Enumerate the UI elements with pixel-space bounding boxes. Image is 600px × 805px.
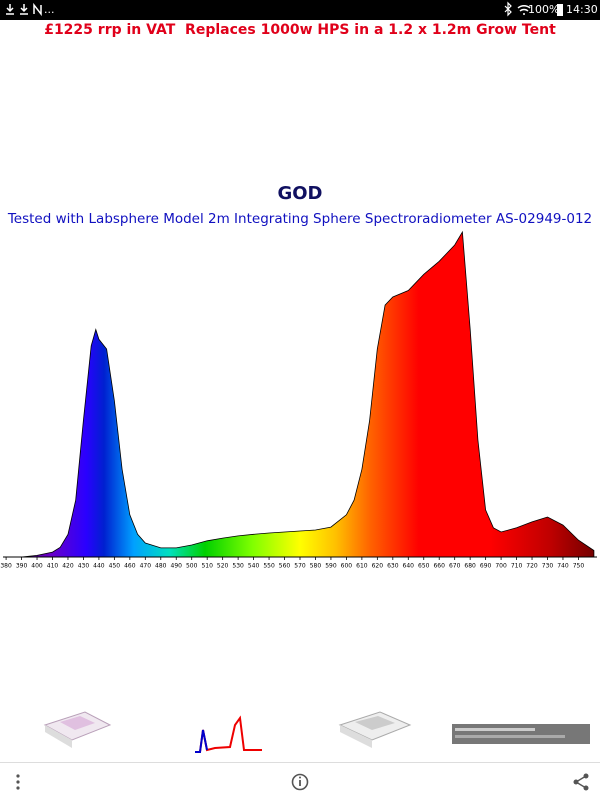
spectrum-chart: GOD Tested with Labsphere Model 2m Integ…: [0, 183, 597, 570]
battery-icon: [557, 4, 563, 16]
status-time: 14:30: [566, 3, 598, 16]
x-tick-label: 600: [341, 563, 353, 570]
x-tick-label: 750: [573, 563, 585, 570]
spectrum-area: [6, 230, 595, 558]
x-tick-label: 640: [403, 563, 415, 570]
info-button[interactable]: [291, 773, 309, 791]
x-tick-label: 460: [124, 563, 136, 570]
x-tick-label: 680: [464, 563, 476, 570]
x-tick-label: 590: [325, 563, 337, 570]
x-tick-label: 650: [418, 563, 430, 570]
x-tick-label: 560: [279, 563, 291, 570]
chart-subtitle: Tested with Labsphere Model 2m Integrati…: [7, 211, 592, 227]
x-tick-label: 420: [62, 563, 74, 570]
x-tick-label: 710: [511, 563, 523, 570]
share-button[interactable]: [573, 773, 589, 791]
thumbnail[interactable]: [43, 711, 112, 748]
x-tick-label: 740: [557, 563, 569, 570]
x-tick-label: 670: [449, 563, 461, 570]
x-tick-label: 530: [232, 563, 244, 570]
status-bar: ... 100% 14:30: [0, 0, 600, 20]
x-tick-label: 520: [217, 563, 229, 570]
thumbnail[interactable]: [192, 712, 264, 754]
x-tick-label: 490: [171, 563, 183, 570]
menu-button[interactable]: [16, 774, 20, 790]
x-tick-label: 380: [0, 563, 12, 570]
x-tick-label: 440: [93, 563, 105, 570]
status-more: ...: [44, 3, 55, 16]
x-tick-label: 450: [109, 563, 121, 570]
x-tick-label: 630: [387, 563, 399, 570]
x-tick-label: 400: [31, 563, 43, 570]
x-tick-label: 500: [186, 563, 198, 570]
x-tick-label: 480: [155, 563, 167, 570]
x-tick-label: 410: [47, 563, 59, 570]
x-tick-label: 720: [526, 563, 538, 570]
bottom-nav: [0, 762, 600, 801]
x-tick-label: 700: [495, 563, 507, 570]
thumbnail[interactable]: [338, 711, 412, 748]
x-tick-label: 620: [372, 563, 384, 570]
chart-title: GOD: [277, 183, 322, 204]
x-tick-label: 690: [480, 563, 492, 570]
battery-level: 100%: [528, 3, 560, 16]
nav-icons: [16, 773, 589, 791]
thumbnail-strip: [43, 711, 590, 754]
x-tick-label: 570: [294, 563, 306, 570]
x-tick-label: 550: [263, 563, 275, 570]
x-tick-label: 730: [542, 563, 554, 570]
x-tick-label: 540: [248, 563, 260, 570]
notification-icons: [6, 2, 42, 17]
x-tick-label: 430: [78, 563, 90, 570]
thumbnail[interactable]: [452, 724, 590, 744]
x-tick-label: 610: [356, 563, 368, 570]
x-tick-label: 470: [140, 563, 152, 570]
x-tick-label: 580: [310, 563, 322, 570]
header-text: £1225 rrp in VAT Replaces 1000w HPS in a…: [44, 22, 556, 38]
x-tick-label: 510: [201, 563, 213, 570]
x-tick-label: 390: [16, 563, 28, 570]
status-icons: [504, 1, 531, 17]
x-tick-label: 660: [433, 563, 445, 570]
